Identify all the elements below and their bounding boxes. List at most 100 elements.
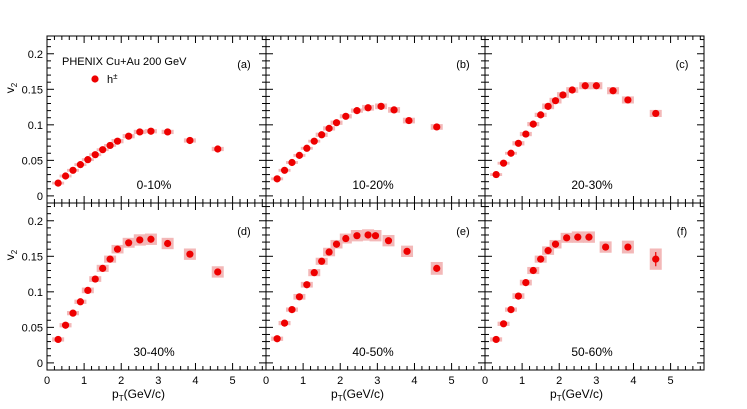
panel-a: 0 0.05 0.1 0.15 0.2 v2 (a) 0-10% PHENIX Cu+Au 20… [3, 35, 267, 204]
data-point [364, 231, 372, 239]
data-point [325, 124, 333, 132]
x-tick-label: 2 [337, 375, 343, 387]
data-point [342, 112, 350, 120]
data-point [186, 136, 194, 145]
data-point [310, 137, 318, 145]
data-point [273, 335, 281, 343]
x-tick-label: 5 [449, 375, 455, 387]
data-point [84, 156, 92, 164]
data-point [544, 247, 552, 255]
data-point [113, 245, 122, 253]
panel-tag: (a) [237, 59, 250, 71]
data-point [136, 236, 144, 244]
x-tick-label: 0 [263, 375, 269, 387]
data-point [507, 305, 515, 314]
x-tick-label: 3 [155, 375, 161, 387]
data-point [125, 132, 133, 140]
y-tick-label: 0.05 [22, 155, 43, 167]
data-point [551, 97, 560, 105]
data-point [529, 266, 537, 275]
data-point [624, 243, 632, 251]
data-point [559, 91, 567, 99]
data-point [433, 123, 441, 131]
data-point [310, 269, 318, 277]
panel-c: (c) 20-30% [484, 35, 705, 204]
data-point [303, 281, 311, 289]
data-point [551, 240, 560, 248]
data-point [602, 243, 610, 251]
data-point [164, 128, 172, 136]
panel-d: 0 0.05 0.1 0.15 0.2 v2 0 1 2 3 4 5 pT(GeV/c) (d) 30-40… [3, 202, 267, 403]
data-point [186, 250, 194, 258]
data-point [214, 268, 222, 276]
y-tick-label: 0 [37, 191, 43, 203]
data-point [537, 255, 545, 263]
data-point [507, 149, 515, 157]
data-point [61, 321, 70, 329]
data-point [318, 131, 326, 139]
data-point [353, 232, 361, 240]
data-point [147, 235, 155, 243]
data-point [76, 161, 85, 169]
x-tick-label: 3 [593, 375, 599, 387]
data-point [273, 175, 281, 183]
data-point [295, 151, 304, 159]
data-point [405, 116, 413, 125]
data-point [332, 119, 341, 127]
data-point [91, 151, 99, 159]
data-point [514, 139, 523, 147]
x-tick-label: 1 [300, 375, 306, 387]
y-tick-label: 0.15 [22, 251, 43, 263]
y-tick-label: 0.2 [28, 49, 43, 61]
panel-tag: (f) [677, 226, 687, 238]
data-point [403, 247, 411, 255]
panel-frame [484, 202, 705, 371]
panel-tag: (d) [237, 226, 250, 238]
x-tick-label: 2 [556, 375, 562, 387]
data-point [585, 233, 593, 241]
centrality-label: 10-20% [352, 178, 394, 192]
data-point [136, 128, 144, 136]
data-point [390, 106, 398, 114]
data-point [522, 278, 530, 287]
data-point [492, 170, 500, 179]
data-point [164, 239, 172, 248]
legend-label: h± [107, 72, 118, 86]
data-point [592, 82, 600, 90]
y-tick-label: 0 [37, 358, 43, 370]
data-point [76, 298, 85, 306]
data-point [353, 107, 361, 115]
data-point [433, 264, 441, 272]
data-point [113, 137, 122, 145]
y-tick-label: 0.2 [28, 216, 43, 228]
x-axis-title: pT(GeV/c) [550, 387, 603, 403]
centrality-label: 40-50% [352, 345, 394, 359]
x-tick-label: 2 [118, 375, 124, 387]
centrality-label: 30-40% [133, 345, 175, 359]
data-point [581, 82, 589, 90]
x-tick-label: 0 [482, 375, 488, 387]
data-point [384, 237, 393, 245]
data-point [499, 159, 508, 167]
data-point [325, 248, 333, 256]
figure-title: PHENIX Cu+Au 200 GeV [62, 56, 187, 68]
data-point [522, 130, 530, 138]
panel-tag: (c) [676, 59, 689, 71]
data-point [280, 166, 289, 174]
data-point [99, 264, 107, 272]
y-axis-title: v2 [3, 249, 19, 260]
data-point [563, 234, 571, 242]
panel-tag: (b) [456, 59, 469, 71]
x-tick-label: 4 [630, 375, 636, 387]
centrality-label: 0-10% [137, 178, 172, 192]
data-point [537, 111, 545, 119]
panel-tag: (e) [456, 226, 469, 238]
y-axis-title: v2 [3, 82, 19, 93]
data-point [69, 166, 77, 174]
centrality-label: 50-60% [571, 345, 613, 359]
data-point [125, 239, 133, 247]
x-tick-label: 1 [519, 375, 525, 387]
data-point [574, 233, 582, 241]
data-point [624, 96, 632, 104]
